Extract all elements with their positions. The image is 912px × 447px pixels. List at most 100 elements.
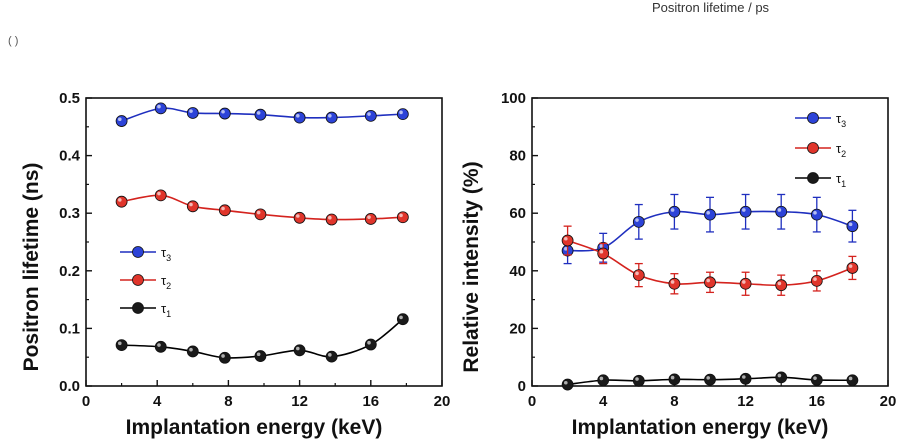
point-highlight xyxy=(157,104,161,109)
series-tau2 xyxy=(115,189,409,226)
y-tick-label: 60 xyxy=(509,205,526,222)
point-highlight xyxy=(157,191,161,196)
x-axis-title-lifetime: Implantation energy (keV) xyxy=(126,416,383,439)
point-highlight xyxy=(706,211,710,215)
data-point xyxy=(597,247,610,260)
x-tick-label: 16 xyxy=(362,393,379,410)
y-tick-label: 0.1 xyxy=(59,320,80,337)
point-highlight xyxy=(328,113,332,118)
data-point xyxy=(115,195,128,208)
point-highlight xyxy=(328,215,332,220)
legend-entry-tau2: τ2 xyxy=(795,141,846,159)
legend-label: τ2 xyxy=(836,141,846,159)
data-point xyxy=(632,215,645,228)
data-point xyxy=(668,373,681,386)
point-highlight xyxy=(256,352,261,357)
point-highlight xyxy=(635,271,639,276)
point-highlight xyxy=(256,111,261,115)
data-point xyxy=(364,109,377,122)
data-point xyxy=(704,373,716,386)
data-point xyxy=(739,277,752,290)
legend-label: τ1 xyxy=(836,171,846,189)
data-point xyxy=(810,208,823,221)
lifetime-chart: Positron lifetime (ns) Implantation ener… xyxy=(20,90,450,439)
point-highlight xyxy=(189,202,193,207)
data-point xyxy=(561,378,574,391)
point-highlight xyxy=(670,208,675,212)
point-highlight xyxy=(599,249,604,254)
point-highlight xyxy=(670,375,675,380)
legend-marker xyxy=(132,274,144,286)
data-point xyxy=(186,345,199,358)
x-tick-label: 16 xyxy=(808,393,825,410)
legend-label: τ3 xyxy=(836,111,846,129)
intensity-chart: Relative intensity (%) Implantation ener… xyxy=(460,90,896,439)
legend-entry-tau3: τ3 xyxy=(120,245,171,263)
data-point xyxy=(254,350,267,362)
y-tick-label: 100 xyxy=(501,90,526,107)
point-highlight xyxy=(221,109,225,114)
data-point xyxy=(396,211,409,224)
point-highlight xyxy=(399,315,403,320)
point-highlight xyxy=(813,277,817,281)
data-point xyxy=(846,220,859,233)
data-point xyxy=(846,374,859,387)
point-highlight xyxy=(706,376,710,380)
y-tick-label: 0.5 xyxy=(59,90,80,107)
x-tick-label: 8 xyxy=(670,393,678,410)
y-tick-label: 20 xyxy=(509,320,526,337)
point-highlight xyxy=(189,347,193,352)
x-tick-label: 8 xyxy=(224,393,232,410)
data-point xyxy=(597,374,610,387)
point-highlight xyxy=(118,198,122,202)
data-point xyxy=(218,351,231,364)
point-highlight xyxy=(848,222,853,227)
point-highlight xyxy=(564,247,568,251)
point-highlight xyxy=(706,278,710,283)
x-tick-label: 0 xyxy=(528,393,536,410)
x-tick-label: 0 xyxy=(82,393,90,410)
data-point xyxy=(739,205,752,218)
point-highlight xyxy=(599,376,604,381)
data-point xyxy=(632,269,645,282)
legend-entry-tau1: τ1 xyxy=(120,301,171,319)
legend-marker xyxy=(807,142,819,154)
data-point xyxy=(325,350,338,363)
data-point xyxy=(115,115,128,127)
data-point xyxy=(154,340,167,353)
legend-entry-tau2: τ2 xyxy=(120,273,171,291)
x-tick-label: 12 xyxy=(291,393,308,410)
data-point xyxy=(364,213,377,225)
x-tick-label: 20 xyxy=(880,393,897,410)
data-point xyxy=(115,339,128,352)
point-highlight xyxy=(742,280,746,284)
point-highlight xyxy=(189,109,193,113)
data-point xyxy=(293,211,306,224)
point-highlight xyxy=(399,110,403,115)
series-tau3 xyxy=(115,102,409,127)
series-tau1 xyxy=(115,313,409,364)
point-highlight xyxy=(564,380,568,385)
point-highlight xyxy=(635,218,639,222)
point-highlight xyxy=(221,206,225,211)
series-tau2 xyxy=(561,225,859,296)
data-point xyxy=(632,374,645,387)
point-highlight xyxy=(399,213,403,218)
legend-label: τ1 xyxy=(161,301,171,319)
point-highlight xyxy=(777,208,782,212)
legend-entry-tau3: τ3 xyxy=(795,111,846,129)
point-highlight xyxy=(296,214,300,218)
data-point xyxy=(775,371,788,384)
point-highlight xyxy=(742,375,746,379)
series-tau3 xyxy=(561,193,859,265)
point-highlight xyxy=(813,376,817,380)
y-tick-label: 0.0 xyxy=(59,378,80,395)
top-caption: Positron lifetime / ps xyxy=(652,0,770,15)
y-tick-label: 80 xyxy=(509,148,526,165)
point-highlight xyxy=(256,210,261,215)
point-highlight xyxy=(813,211,817,215)
data-point xyxy=(775,205,788,218)
y-tick-label: 0 xyxy=(518,378,526,395)
data-point xyxy=(810,374,823,386)
legend-marker xyxy=(132,246,144,258)
